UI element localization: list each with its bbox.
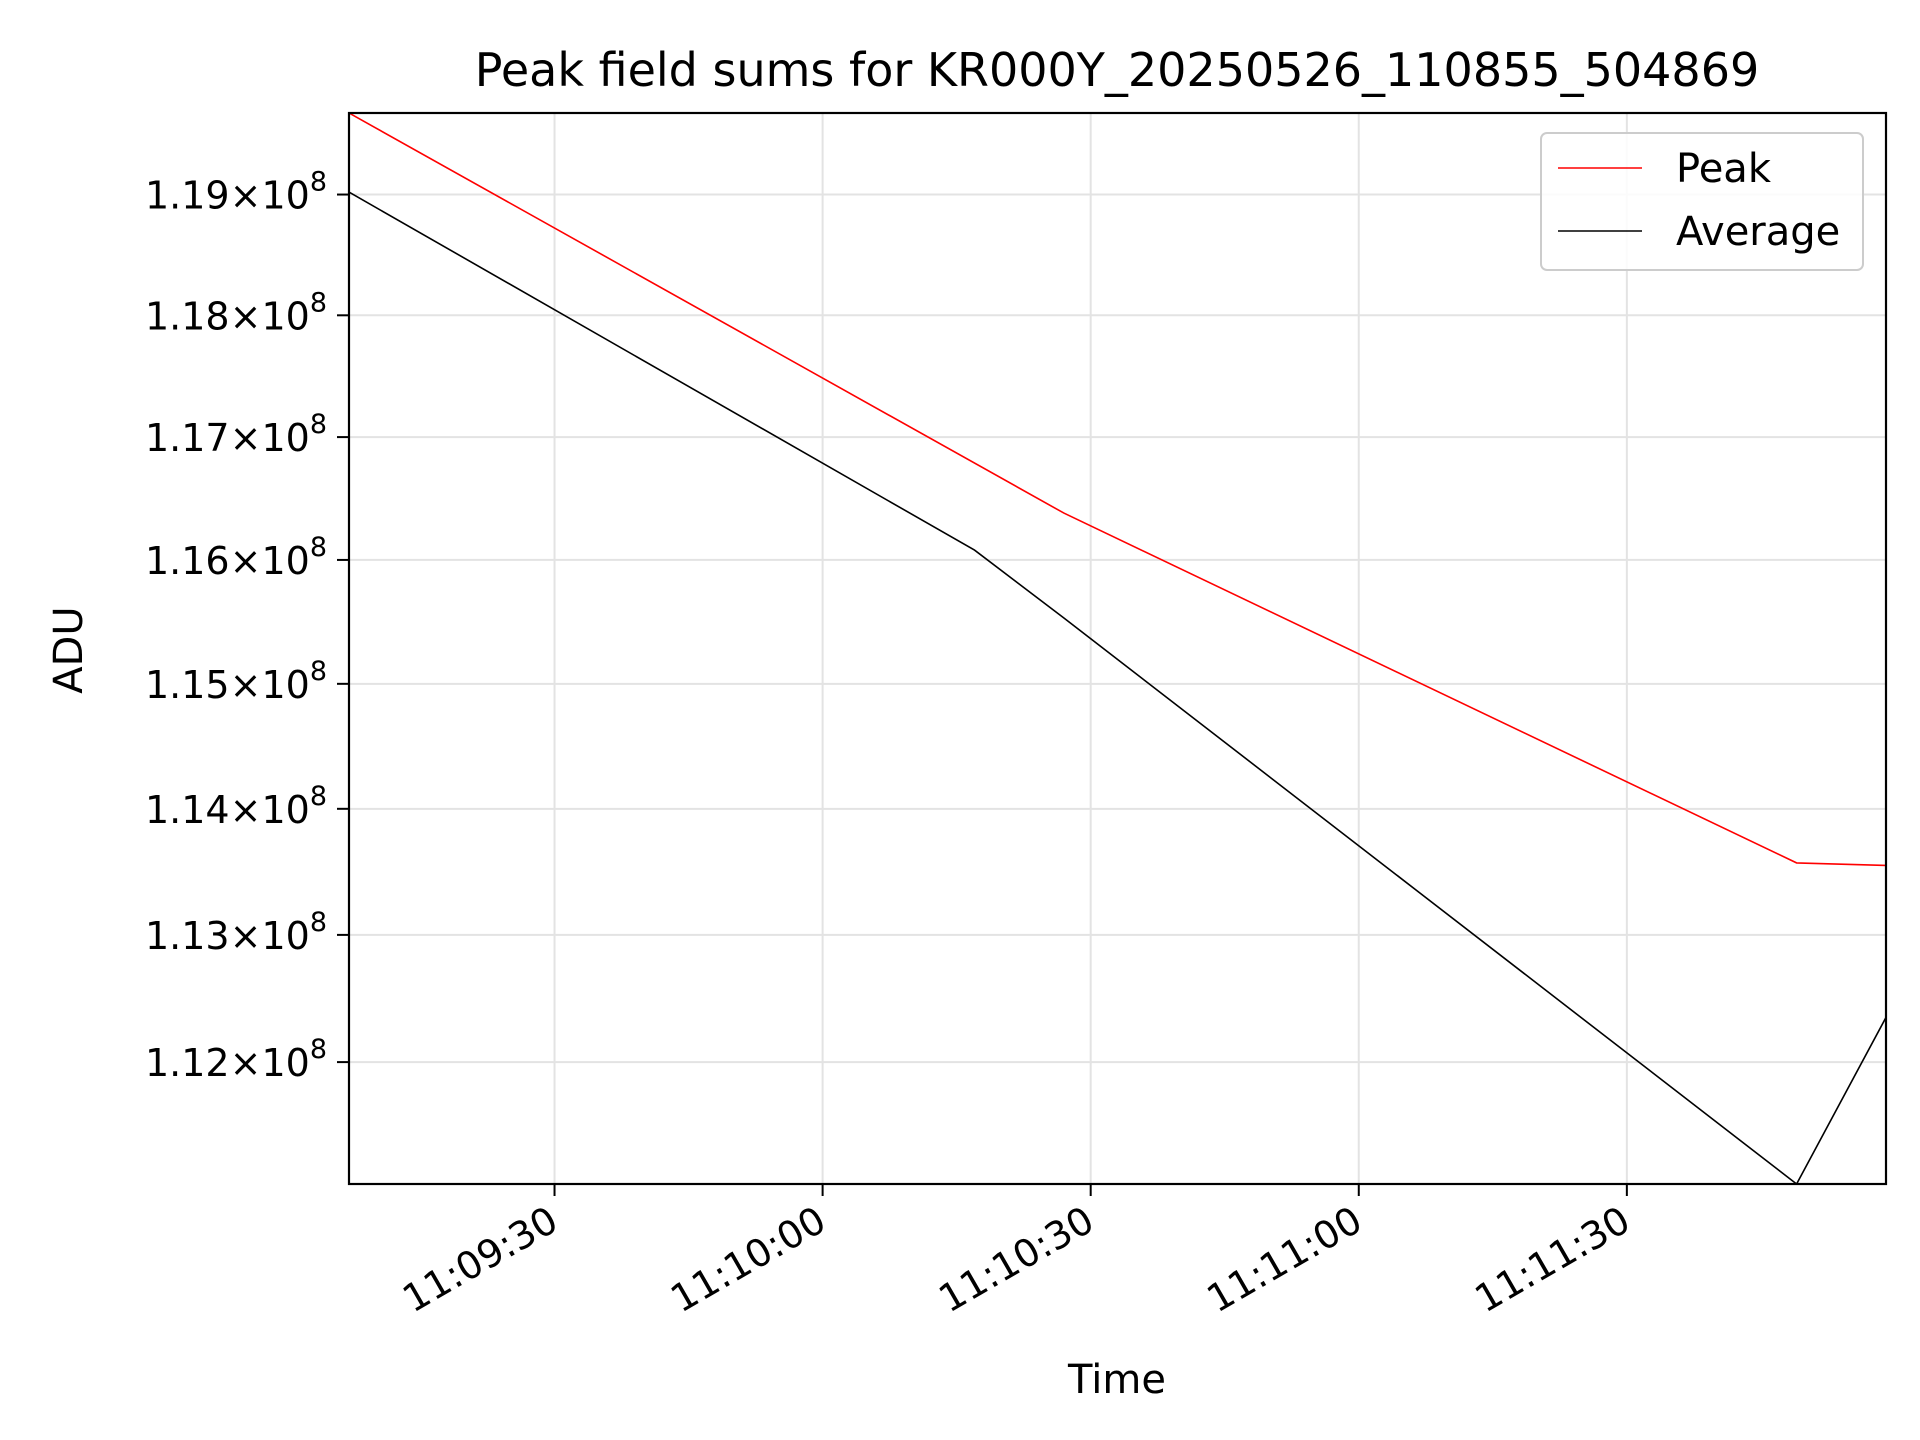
series-line-average — [349, 191, 1886, 1184]
y-tick-label: 1.12×108 — [145, 1034, 327, 1085]
y-tick-exponent: 8 — [310, 781, 327, 812]
y-tick-times: ×10 — [230, 539, 310, 583]
y-tick-times: ×10 — [230, 788, 310, 832]
y-tick-exponent: 8 — [310, 287, 327, 318]
y-tick-mantissa: 1.14 — [145, 788, 230, 832]
y-tick-exponent: 8 — [310, 907, 327, 938]
legend: Peak Average — [1540, 132, 1864, 271]
legend-label-peak: Peak — [1676, 146, 1772, 192]
y-tick-label: 1.18×108 — [145, 287, 327, 338]
grid — [349, 113, 1886, 1184]
y-axis: 1.12×1081.13×1081.14×1081.15×1081.16×108… — [145, 167, 349, 1085]
plot-frame — [347, 111, 1888, 1186]
y-tick-label: 1.16×108 — [145, 532, 327, 583]
y-tick-label: 1.19×108 — [145, 167, 327, 218]
y-tick-mantissa: 1.13 — [145, 914, 230, 958]
legend-label-average: Average — [1676, 209, 1840, 255]
y-tick-exponent: 8 — [310, 656, 327, 687]
y-tick-times: ×10 — [230, 174, 310, 218]
y-tick-exponent: 8 — [310, 1034, 327, 1065]
y-tick-exponent: 8 — [310, 409, 327, 440]
chart-title: Peak field sums for KR000Y_20250526_1108… — [475, 43, 1759, 97]
y-tick-times: ×10 — [230, 416, 310, 460]
y-axis-label: ADU — [46, 606, 92, 693]
series-line-peak — [349, 113, 1886, 867]
y-tick-times: ×10 — [230, 914, 310, 958]
y-tick-label: 1.13×108 — [145, 907, 327, 958]
y-tick-mantissa: 1.19 — [145, 174, 230, 218]
y-tick-label: 1.15×108 — [145, 656, 327, 707]
y-tick-times: ×10 — [230, 1041, 310, 1085]
y-tick-exponent: 8 — [310, 532, 327, 563]
y-tick-mantissa: 1.18 — [145, 294, 230, 338]
y-tick-mantissa: 1.17 — [145, 416, 230, 460]
y-tick-label: 1.17×108 — [145, 409, 327, 460]
y-tick-times: ×10 — [230, 663, 310, 707]
series-layer — [349, 113, 1886, 1184]
y-tick-label: 1.14×108 — [145, 781, 327, 832]
y-tick-times: ×10 — [230, 294, 310, 338]
x-axis-label: Time — [1067, 1357, 1166, 1403]
y-tick-mantissa: 1.12 — [145, 1041, 230, 1085]
y-tick-exponent: 8 — [310, 167, 327, 198]
y-tick-mantissa: 1.16 — [145, 539, 230, 583]
y-tick-mantissa: 1.15 — [145, 663, 230, 707]
